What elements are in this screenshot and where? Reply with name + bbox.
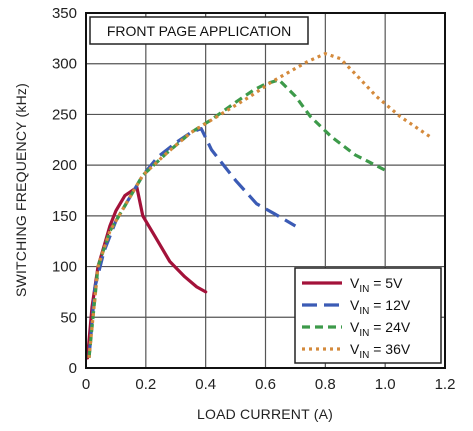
x-tick-label-3: 0.6 <box>255 376 276 393</box>
y-tick-label-4: 200 <box>52 157 77 174</box>
y-tick-label-7: 350 <box>52 5 77 22</box>
y-tick-label-6: 300 <box>52 56 77 73</box>
legend-label-3: VIN = 36V <box>350 341 411 361</box>
legend-label-0: VIN = 5V <box>350 275 403 295</box>
y-tick-label-2: 100 <box>52 259 77 276</box>
legend-label-2: VIN = 24V <box>350 319 411 339</box>
data-series <box>85 51 431 360</box>
y-axis-label: SWITCHING FREQUENCY (kHz) <box>13 83 29 297</box>
x-tick-label-2: 0.4 <box>195 376 216 393</box>
x-tick-label-5: 1.0 <box>375 376 396 393</box>
x-tick-label-6: 1.2 <box>435 376 456 393</box>
x-axis-label: LOAD CURRENT (A) <box>197 406 333 422</box>
x-tick-label-0: 0 <box>82 376 90 393</box>
y-tick-label-0: 0 <box>69 360 77 377</box>
y-tick-label-5: 250 <box>52 106 77 123</box>
series-line-3 <box>87 51 431 359</box>
x-tick-labels: 0 0.2 0.4 0.6 0.8 1.0 1.2 <box>82 376 456 393</box>
x-tick-label-4: 0.8 <box>315 376 336 393</box>
y-tick-label-1: 50 <box>60 309 77 326</box>
annotation-box: FRONT PAGE APPLICATION <box>89 16 309 45</box>
x-tick-label-1: 0.2 <box>135 376 156 393</box>
legend-label-1: VIN = 12V <box>350 297 411 317</box>
plot-frame <box>85 12 446 369</box>
y-tick-label-3: 150 <box>52 208 77 225</box>
annotation-text: FRONT PAGE APPLICATION <box>107 23 291 39</box>
y-tick-labels: 0 50 100 150 200 250 300 350 <box>52 5 77 377</box>
